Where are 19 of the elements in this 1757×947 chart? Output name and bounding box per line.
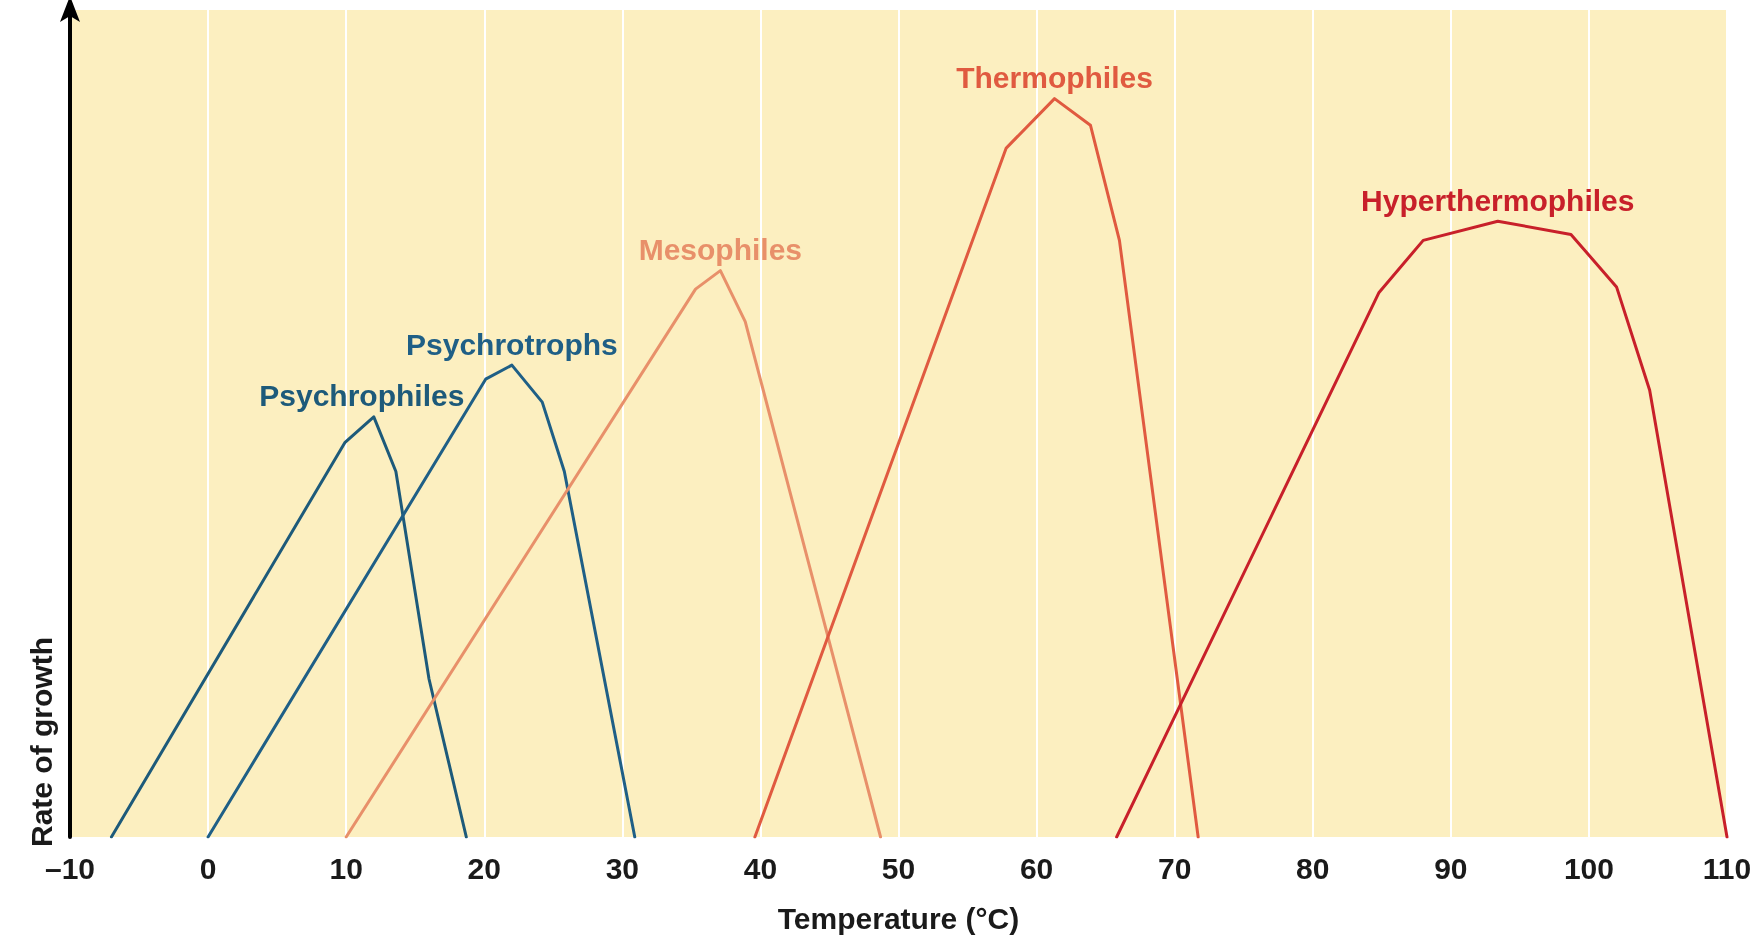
x-tick-label: 110 xyxy=(1702,851,1752,885)
x-tick-label: –10 xyxy=(44,851,96,885)
x-tick-label: 0 xyxy=(199,851,217,885)
x-tick-label: 50 xyxy=(881,851,916,885)
x-tick-label: 10 xyxy=(329,851,363,885)
x-tick-label: 40 xyxy=(743,851,778,885)
x-tick-label: 80 xyxy=(1296,851,1330,885)
x-tick-label: 100 xyxy=(1563,851,1614,885)
x-tick-label: 60 xyxy=(1019,851,1054,885)
series-label: Hyperthermophiles xyxy=(1361,183,1635,217)
x-tick-label: 20 xyxy=(467,851,501,885)
x-axis-title: Temperature (°C) xyxy=(777,901,1020,935)
series-label: Psychrophiles xyxy=(259,379,465,413)
x-tick-label: 90 xyxy=(1434,851,1468,885)
y-axis-title: Rate of growth xyxy=(24,637,58,847)
x-tick-label: 30 xyxy=(605,851,640,885)
x-tick-label: 70 xyxy=(1157,851,1192,885)
series-label: Thermophiles xyxy=(956,61,1153,95)
series-label: Psychrotrophs xyxy=(406,327,618,361)
